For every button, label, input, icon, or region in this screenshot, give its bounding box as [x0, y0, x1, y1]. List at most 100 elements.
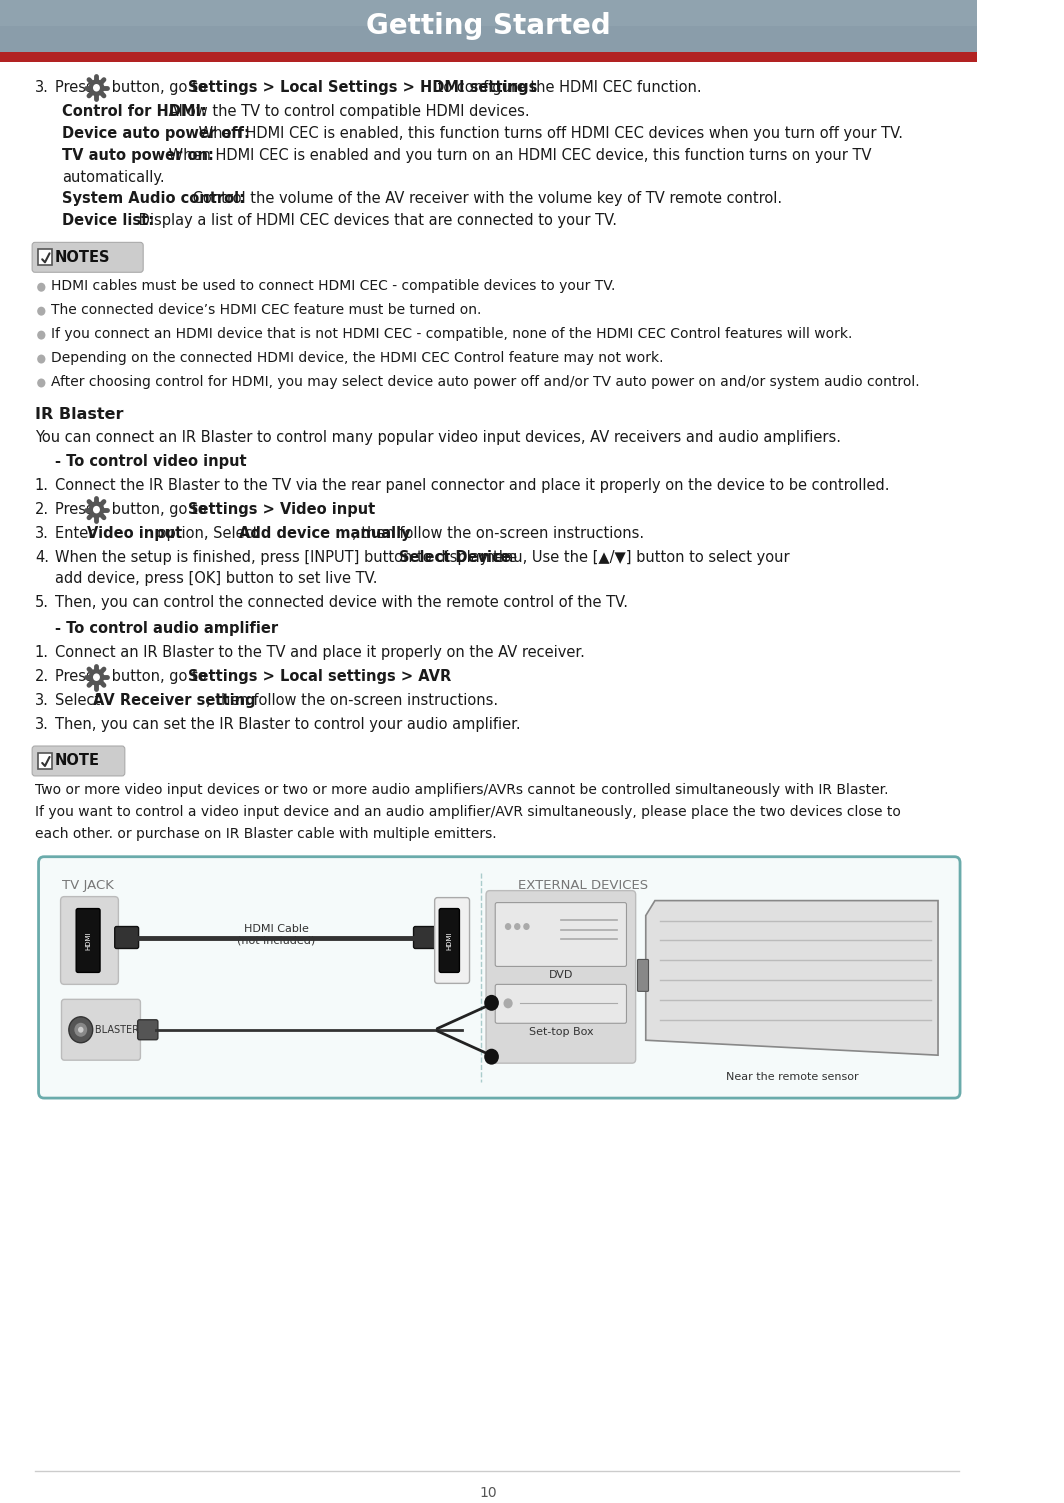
- Text: When HDMI CEC is enabled, this function turns off HDMI CEC devices when you turn: When HDMI CEC is enabled, this function …: [194, 126, 902, 141]
- Text: EXTERNAL DEVICES: EXTERNAL DEVICES: [517, 879, 648, 891]
- Text: 5.: 5.: [35, 595, 49, 610]
- Circle shape: [484, 1049, 499, 1064]
- Text: AV Receiver setting: AV Receiver setting: [93, 693, 255, 708]
- FancyBboxPatch shape: [37, 249, 52, 266]
- Circle shape: [514, 923, 520, 930]
- Text: Depending on the connected HDMI device, the HDMI CEC Control feature may not wor: Depending on the connected HDMI device, …: [51, 352, 664, 365]
- Text: Two or more video input devices or two or more audio amplifiers/AVRs cannot be c: Two or more video input devices or two o…: [35, 783, 888, 797]
- Text: Allow the TV to control compatible HDMI devices.: Allow the TV to control compatible HDMI …: [164, 104, 530, 119]
- Text: Then, you can control the connected device with the remote control of the TV.: Then, you can control the connected devi…: [55, 595, 628, 610]
- Text: NOTE: NOTE: [54, 753, 99, 768]
- Text: 2.: 2.: [35, 502, 49, 517]
- Circle shape: [37, 355, 46, 364]
- Text: IR BLASTER: IR BLASTER: [82, 1025, 138, 1034]
- Text: button, go to: button, go to: [107, 669, 212, 684]
- FancyBboxPatch shape: [637, 959, 648, 992]
- Circle shape: [74, 1022, 87, 1037]
- FancyBboxPatch shape: [495, 984, 627, 1024]
- Text: HDMI: HDMI: [446, 932, 452, 950]
- Polygon shape: [646, 900, 938, 1055]
- Text: 2.: 2.: [35, 669, 49, 684]
- FancyBboxPatch shape: [38, 857, 960, 1099]
- Text: .: .: [319, 502, 325, 517]
- Text: 10: 10: [480, 1486, 497, 1500]
- Text: 4.: 4.: [35, 550, 49, 565]
- Text: Control the volume of the AV receiver with the volume key of TV remote control.: Control the volume of the AV receiver wi…: [187, 191, 782, 206]
- FancyBboxPatch shape: [32, 745, 124, 776]
- FancyBboxPatch shape: [0, 0, 977, 26]
- Text: Settings > Local settings > AVR: Settings > Local settings > AVR: [188, 669, 451, 684]
- Text: Press: Press: [55, 669, 99, 684]
- Text: - To control audio amplifier: - To control audio amplifier: [55, 621, 278, 636]
- FancyBboxPatch shape: [0, 53, 977, 62]
- Text: HDMI Cable
(not included): HDMI Cable (not included): [237, 923, 315, 945]
- Text: IR Blaster: IR Blaster: [35, 407, 123, 422]
- Text: Set-top Box: Set-top Box: [529, 1027, 593, 1037]
- Text: TV auto power on:: TV auto power on:: [63, 147, 214, 162]
- Text: When HDMI CEC is enabled and you turn on an HDMI CEC device, this function turns: When HDMI CEC is enabled and you turn on…: [164, 147, 871, 162]
- FancyBboxPatch shape: [414, 926, 437, 948]
- Text: automatically.: automatically.: [63, 170, 165, 185]
- Circle shape: [484, 995, 499, 1012]
- FancyBboxPatch shape: [32, 242, 144, 272]
- Text: The connected device’s HDMI CEC feature must be turned on.: The connected device’s HDMI CEC feature …: [51, 304, 482, 317]
- Circle shape: [37, 307, 46, 316]
- Text: Press: Press: [55, 502, 99, 517]
- Text: Press: Press: [55, 80, 99, 95]
- Text: add device, press [OK] button to set live TV.: add device, press [OK] button to set liv…: [55, 571, 378, 586]
- FancyBboxPatch shape: [77, 909, 100, 972]
- Text: , then follow the on-screen instructions.: , then follow the on-screen instructions…: [352, 526, 645, 541]
- Circle shape: [69, 1018, 93, 1043]
- FancyBboxPatch shape: [62, 999, 140, 1060]
- Text: button, go to: button, go to: [107, 502, 212, 517]
- Text: Enter: Enter: [55, 526, 99, 541]
- FancyBboxPatch shape: [435, 897, 469, 983]
- Text: NOTES: NOTES: [54, 249, 110, 265]
- Text: to configure the HDMI CEC function.: to configure the HDMI CEC function.: [433, 80, 701, 95]
- Text: , then follow the on-screen instructions.: , then follow the on-screen instructions…: [206, 693, 498, 708]
- Text: - To control video input: - To control video input: [55, 454, 247, 469]
- Circle shape: [88, 80, 104, 96]
- Text: button, go to: button, go to: [107, 80, 212, 95]
- Text: Connect an IR Blaster to the TV and place it properly on the AV receiver.: Connect an IR Blaster to the TV and plac…: [55, 645, 585, 660]
- Circle shape: [37, 331, 46, 340]
- Text: Select Device: Select Device: [399, 550, 511, 565]
- Text: Near the remote sensor: Near the remote sensor: [726, 1072, 859, 1082]
- FancyBboxPatch shape: [37, 753, 52, 770]
- Text: each other. or purchase on IR Blaster cable with multiple emitters.: each other. or purchase on IR Blaster ca…: [35, 827, 497, 840]
- Text: Device auto power off:: Device auto power off:: [63, 126, 250, 141]
- Text: Settings > Local Settings > HDMI settings: Settings > Local Settings > HDMI setting…: [188, 80, 537, 95]
- Text: Select: Select: [55, 693, 105, 708]
- FancyBboxPatch shape: [0, 0, 977, 53]
- FancyBboxPatch shape: [61, 897, 118, 984]
- Text: 3.: 3.: [35, 526, 49, 541]
- Text: Add device manually: Add device manually: [238, 526, 411, 541]
- Text: Device list:: Device list:: [63, 213, 154, 228]
- Circle shape: [93, 507, 100, 514]
- Text: Then, you can set the IR Blaster to control your audio amplifier.: Then, you can set the IR Blaster to cont…: [55, 717, 520, 732]
- FancyBboxPatch shape: [137, 1021, 157, 1040]
- Text: Connect the IR Blaster to the TV via the rear panel connector and place it prope: Connect the IR Blaster to the TV via the…: [55, 478, 890, 493]
- Text: If you connect an HDMI device that is not HDMI CEC - compatible, none of the HDM: If you connect an HDMI device that is no…: [51, 328, 852, 341]
- Circle shape: [93, 84, 100, 92]
- Text: TV JACK: TV JACK: [63, 879, 114, 891]
- Text: 3.: 3.: [35, 80, 49, 95]
- Circle shape: [88, 500, 104, 519]
- Circle shape: [503, 998, 513, 1009]
- Text: 3.: 3.: [35, 693, 49, 708]
- FancyBboxPatch shape: [115, 926, 138, 948]
- Text: Control for HDMI:: Control for HDMI:: [63, 104, 207, 119]
- Text: If you want to control a video input device and an audio amplifier/AVR simultane: If you want to control a video input dev…: [35, 806, 901, 819]
- FancyBboxPatch shape: [439, 909, 460, 972]
- Text: After choosing control for HDMI, you may select device auto power off and/or TV : After choosing control for HDMI, you may…: [51, 376, 920, 389]
- Text: Settings > Video input: Settings > Video input: [188, 502, 376, 517]
- Text: System Audio control:: System Audio control:: [63, 191, 246, 206]
- Text: HDMI cables must be used to connect HDMI CEC - compatible devices to your TV.: HDMI cables must be used to connect HDMI…: [51, 280, 616, 293]
- Text: Display a list of HDMI CEC devices that are connected to your TV.: Display a list of HDMI CEC devices that …: [134, 213, 617, 228]
- FancyBboxPatch shape: [486, 891, 635, 1063]
- Text: menu, Use the [▲/▼] button to select your: menu, Use the [▲/▼] button to select you…: [477, 550, 789, 565]
- Circle shape: [523, 923, 530, 930]
- Text: Getting Started: Getting Started: [366, 12, 611, 41]
- Text: 3.: 3.: [35, 717, 49, 732]
- Circle shape: [78, 1027, 83, 1033]
